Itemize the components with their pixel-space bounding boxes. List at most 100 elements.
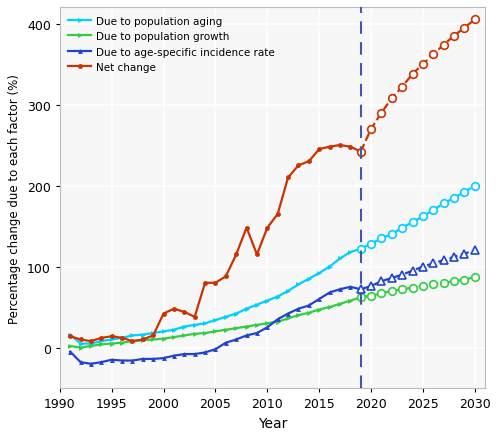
Due to population growth [254, 322, 260, 328]
Net change [130, 339, 136, 344]
Due to age-specific incidence rate [119, 358, 125, 364]
Due to population growth [326, 305, 332, 310]
Due to age-specific incidence rate [67, 349, 73, 354]
Due to population growth [78, 345, 84, 350]
Due to population growth [130, 339, 136, 344]
Due to population growth [358, 295, 364, 300]
Due to population aging [140, 332, 146, 338]
Net change [212, 280, 218, 286]
Net change [358, 149, 364, 155]
Due to age-specific incidence rate [182, 352, 188, 357]
Due to population growth [212, 329, 218, 334]
Due to age-specific incidence rate [358, 287, 364, 292]
Due to population aging [171, 327, 177, 332]
Due to population growth [244, 324, 250, 329]
Due to population growth [160, 336, 166, 342]
Due to population aging [264, 298, 270, 304]
Due to population growth [119, 340, 125, 346]
Due to population aging [244, 306, 250, 311]
Net change [182, 310, 188, 315]
Net change [98, 336, 104, 341]
Due to population growth [108, 341, 114, 346]
Net change [202, 280, 208, 286]
Net change [223, 274, 229, 279]
Due to population growth [348, 298, 354, 304]
Due to age-specific incidence rate [326, 290, 332, 296]
Due to population aging [337, 256, 343, 261]
Net change [150, 333, 156, 338]
Due to age-specific incidence rate [285, 311, 291, 317]
Net change [348, 145, 354, 150]
Due to age-specific incidence rate [130, 358, 136, 364]
Due to population growth [182, 333, 188, 338]
Due to population aging [348, 250, 354, 255]
Due to population growth [140, 338, 146, 343]
Net change [108, 334, 114, 339]
Net change [140, 337, 146, 343]
Due to population growth [264, 321, 270, 326]
Due to population aging [316, 271, 322, 276]
Net change [326, 145, 332, 150]
Due to age-specific incidence rate [140, 357, 146, 362]
Due to population growth [171, 335, 177, 340]
Due to population growth [233, 326, 239, 331]
Net change [306, 159, 312, 165]
Due to population aging [233, 311, 239, 317]
Net change [244, 226, 250, 231]
Due to population growth [316, 307, 322, 312]
Net change [233, 252, 239, 258]
Net change [192, 314, 198, 320]
Due to age-specific incidence rate [202, 350, 208, 355]
Due to population aging [223, 314, 229, 320]
Net change [316, 147, 322, 152]
Due to population aging [108, 337, 114, 343]
Due to age-specific incidence rate [337, 287, 343, 292]
Due to age-specific incidence rate [108, 357, 114, 363]
Due to population growth [285, 316, 291, 321]
Due to population aging [182, 324, 188, 329]
Line: Due to age-specific incidence rate: Due to age-specific incidence rate [68, 285, 363, 366]
Net change [274, 212, 280, 217]
Legend: Due to population aging, Due to population growth, Due to age-specific incidence: Due to population aging, Due to populati… [65, 14, 278, 76]
Due to age-specific incidence rate [192, 352, 198, 357]
Net change [285, 176, 291, 181]
Due to age-specific incidence rate [233, 337, 239, 343]
Due to population aging [285, 289, 291, 294]
Due to population aging [326, 264, 332, 269]
Due to age-specific incidence rate [171, 353, 177, 358]
Net change [171, 306, 177, 311]
Due to population aging [202, 321, 208, 326]
Due to population growth [67, 343, 73, 349]
Due to age-specific incidence rate [78, 360, 84, 365]
Due to population aging [160, 329, 166, 334]
Due to age-specific incidence rate [223, 340, 229, 346]
Line: Net change: Net change [68, 143, 363, 344]
Due to population growth [274, 319, 280, 325]
Due to population growth [202, 331, 208, 336]
Net change [337, 143, 343, 148]
Net change [78, 337, 84, 343]
Due to age-specific incidence rate [150, 357, 156, 362]
Due to population aging [67, 332, 73, 338]
Line: Due to population aging: Due to population aging [68, 247, 363, 346]
Net change [119, 336, 125, 341]
Y-axis label: Percentage change due to each factor (%): Percentage change due to each factor (%) [8, 74, 22, 323]
Due to population aging [88, 341, 94, 346]
Due to population growth [192, 332, 198, 337]
Net change [254, 252, 260, 258]
Due to population aging [98, 339, 104, 344]
Due to population aging [78, 341, 84, 346]
Due to population growth [150, 337, 156, 343]
Due to age-specific incidence rate [264, 325, 270, 330]
Due to population growth [337, 301, 343, 307]
Due to population aging [306, 276, 312, 282]
Due to population growth [98, 342, 104, 347]
Due to population aging [254, 302, 260, 307]
Due to population growth [296, 313, 302, 318]
Due to age-specific incidence rate [348, 285, 354, 290]
Due to age-specific incidence rate [254, 331, 260, 336]
Due to age-specific incidence rate [212, 347, 218, 352]
Net change [264, 226, 270, 231]
Due to population aging [296, 282, 302, 287]
Due to age-specific incidence rate [306, 303, 312, 308]
